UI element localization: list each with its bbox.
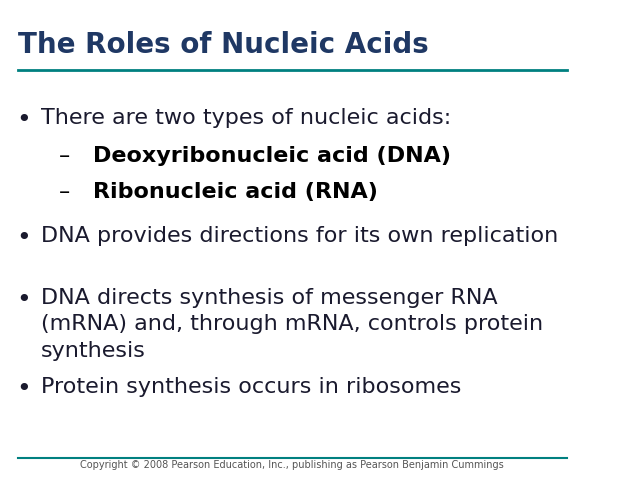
Text: The Roles of Nucleic Acids: The Roles of Nucleic Acids [17,31,428,59]
Text: Ribonucleic acid (RNA): Ribonucleic acid (RNA) [93,182,378,203]
Text: DNA provides directions for its own replication: DNA provides directions for its own repl… [41,226,558,246]
Text: Copyright © 2008 Pearson Education, Inc., publishing as Pearson Benjamin Cumming: Copyright © 2008 Pearson Education, Inc.… [80,460,504,470]
Text: •: • [16,288,31,312]
Text: There are two types of nucleic acids:: There are two types of nucleic acids: [41,108,451,128]
Text: Protein synthesis occurs in ribosomes: Protein synthesis occurs in ribosomes [41,377,461,397]
Text: –: – [59,182,70,203]
Text: –: – [59,146,70,167]
Text: •: • [16,108,31,132]
Text: •: • [16,226,31,250]
Text: DNA directs synthesis of messenger RNA
(mRNA) and, through mRNA, controls protei: DNA directs synthesis of messenger RNA (… [41,288,543,361]
Text: Deoxyribonucleic acid (DNA): Deoxyribonucleic acid (DNA) [93,146,451,167]
Text: •: • [16,377,31,401]
